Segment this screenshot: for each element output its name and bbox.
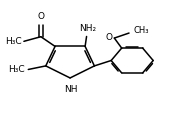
Text: H₃C: H₃C (8, 65, 25, 74)
Text: NH₂: NH₂ (79, 24, 96, 33)
Text: NH: NH (64, 85, 78, 94)
Text: CH₃: CH₃ (134, 26, 149, 35)
Text: H₃C: H₃C (6, 37, 22, 46)
Text: O: O (37, 12, 44, 21)
Text: O: O (105, 33, 112, 42)
